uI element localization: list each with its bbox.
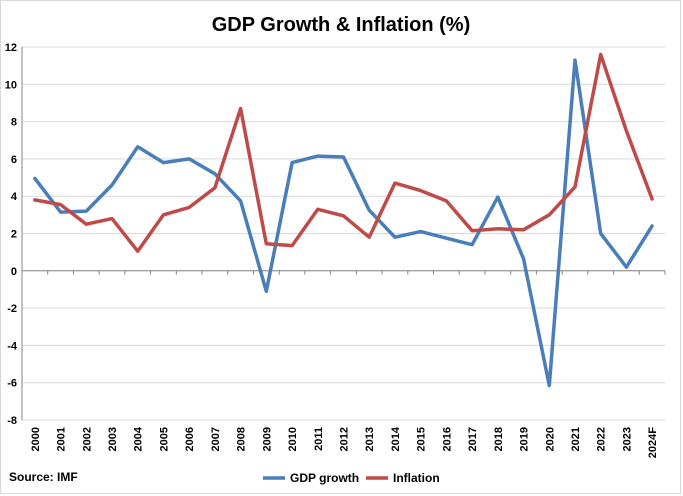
source-note: Source: IMF: [9, 470, 78, 484]
x-tick-label: 2005: [158, 427, 170, 451]
x-tick-label: 2015: [416, 427, 428, 451]
y-tick-label: 12: [5, 42, 17, 54]
y-tick-label: 0: [11, 266, 17, 278]
y-tick-label: 4: [11, 191, 18, 203]
x-tick-label: 2013: [364, 427, 376, 451]
legend-label: GDP growth: [290, 471, 359, 485]
x-tick-label: 2017: [467, 427, 479, 451]
y-tick-label: -4: [7, 340, 18, 352]
y-tick-label: -8: [7, 415, 17, 427]
y-tick-label: 6: [11, 154, 17, 166]
y-tick-label: 8: [11, 117, 17, 129]
x-tick-label: 2014: [390, 426, 402, 451]
series-line-inflation: [33, 52, 654, 253]
x-tick-label: 2018: [493, 427, 505, 451]
x-tick-label: 2023: [621, 427, 633, 451]
x-tick-labels: 2000 2001 2002 2003 2004 2005 2006 2007 2008 2009…: [30, 426, 659, 458]
x-tick-label: 2024F: [647, 427, 659, 458]
y-tick-labels: -8 -6 -4 -2 0 2 4 6 8 10 12: [5, 42, 18, 427]
y-tick-label: -2: [7, 303, 17, 315]
y-tick-label: 2: [11, 229, 17, 241]
y-tick-label: -6: [7, 378, 17, 390]
x-tick-label: 2022: [596, 427, 608, 451]
x-tick-label: 2006: [184, 427, 196, 451]
x-tick-label: 2004: [133, 426, 145, 451]
x-tick-label: 2019: [519, 427, 531, 451]
x-tick-label: 2011: [313, 427, 325, 451]
y-tick-label: 10: [5, 79, 17, 91]
x-tick-label: 2012: [339, 427, 351, 451]
x-tick-label: 2016: [441, 427, 453, 451]
x-tick-label: 2000: [30, 427, 42, 451]
gridlines: [22, 46, 665, 421]
series-lines: [33, 52, 654, 388]
x-tick-label: 2008: [236, 427, 248, 451]
legend-label: Inflation: [393, 471, 440, 485]
series-line-gdp-growth: [33, 58, 654, 388]
x-tick-label: 2002: [81, 427, 93, 451]
x-tick-label: 2007: [210, 427, 222, 451]
chart-title: GDP Growth & Inflation (%): [212, 14, 471, 36]
x-tick-label: 2020: [544, 427, 556, 451]
legend: GDP growth Inflation: [263, 471, 440, 485]
x-tick-label: 2003: [107, 427, 119, 451]
x-tick-label: 2009: [261, 427, 273, 451]
x-tick-label: 2021: [570, 427, 582, 451]
x-tick-label: 2010: [287, 427, 299, 451]
x-tick-label: 2001: [56, 427, 68, 451]
